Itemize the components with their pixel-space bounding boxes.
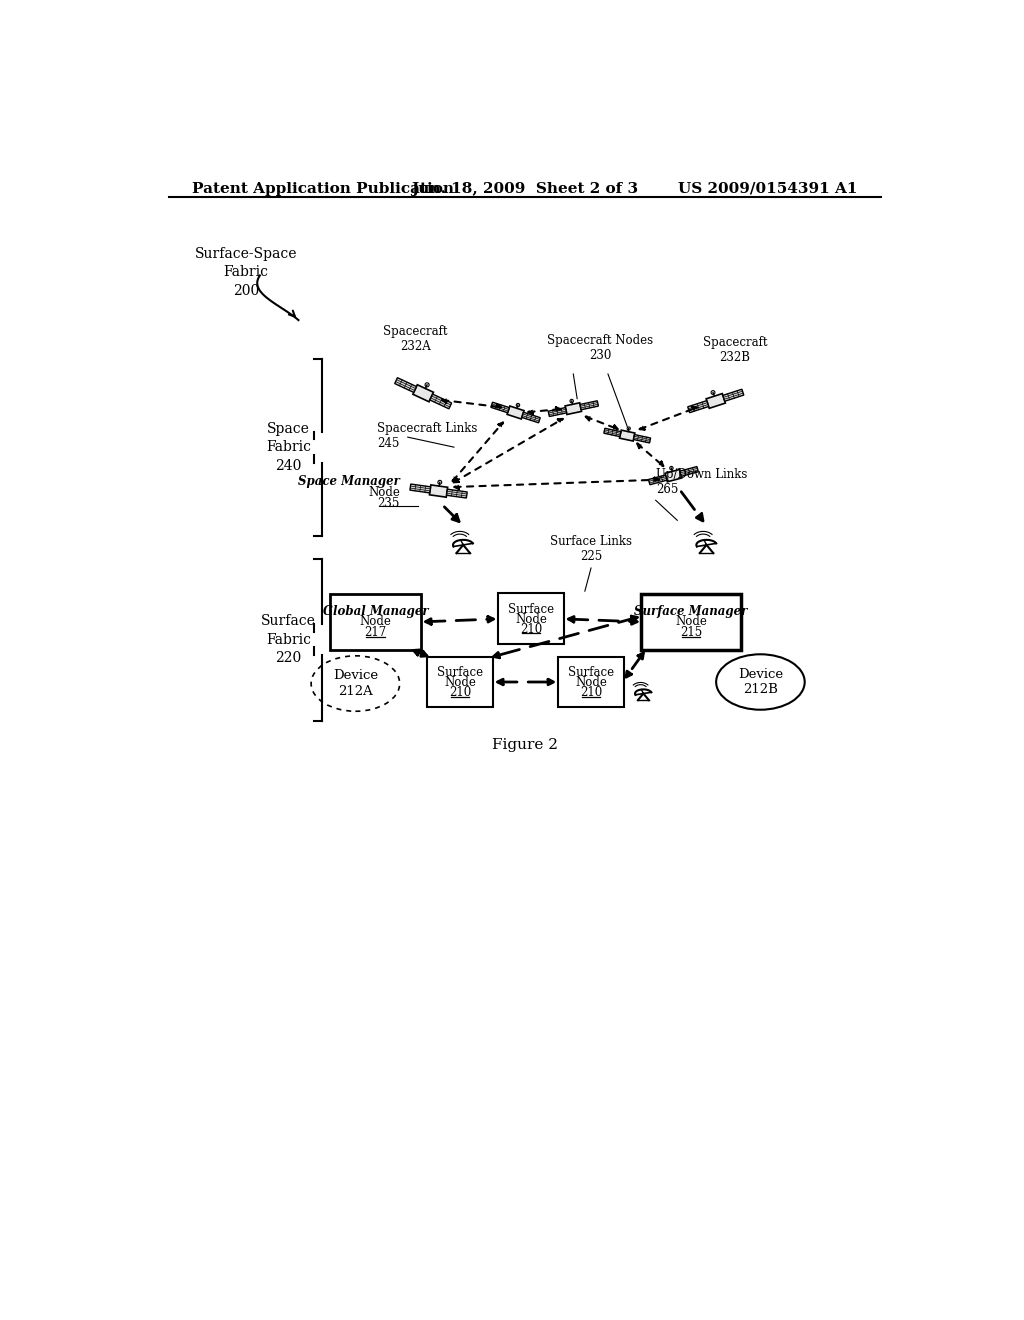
Polygon shape <box>522 412 541 422</box>
FancyBboxPatch shape <box>498 594 564 644</box>
Text: Node: Node <box>675 615 707 628</box>
Text: Node: Node <box>359 615 391 628</box>
Polygon shape <box>634 434 650 444</box>
Text: Node: Node <box>444 676 476 689</box>
Text: Spacecraft
232B: Spacecraft 232B <box>702 337 767 364</box>
Text: Spacecraft Links
245: Spacecraft Links 245 <box>377 421 477 450</box>
Text: Device: Device <box>738 668 783 681</box>
Text: 210: 210 <box>580 686 602 700</box>
Polygon shape <box>580 401 598 409</box>
Text: 235: 235 <box>378 496 400 510</box>
Text: Surface: Surface <box>437 667 483 680</box>
Polygon shape <box>680 466 698 477</box>
Text: Surface Manager: Surface Manager <box>635 605 748 618</box>
Text: Surface
Fabric
220: Surface Fabric 220 <box>261 614 315 665</box>
Text: 210: 210 <box>449 686 471 700</box>
Ellipse shape <box>311 656 399 711</box>
Text: Spacecraft
232A: Spacecraft 232A <box>383 325 447 354</box>
Polygon shape <box>604 428 621 437</box>
Polygon shape <box>707 393 725 408</box>
Text: Surface Links
225: Surface Links 225 <box>550 535 632 562</box>
Polygon shape <box>665 470 682 482</box>
Polygon shape <box>413 384 433 401</box>
Polygon shape <box>565 403 582 414</box>
Polygon shape <box>394 378 417 392</box>
Text: Figure 2: Figure 2 <box>492 738 558 752</box>
Text: 210: 210 <box>520 623 542 636</box>
Polygon shape <box>430 395 452 409</box>
Polygon shape <box>429 484 447 498</box>
Text: Surface: Surface <box>508 603 554 616</box>
Text: Node: Node <box>369 486 400 499</box>
Text: 217: 217 <box>365 626 386 639</box>
Text: Spacecraft Nodes
230: Spacecraft Nodes 230 <box>547 334 653 363</box>
Text: 212A: 212A <box>338 685 373 698</box>
Text: Space
Fabric
240: Space Fabric 240 <box>266 422 311 473</box>
FancyBboxPatch shape <box>641 594 740 649</box>
Text: Surface: Surface <box>568 667 614 680</box>
Text: Node: Node <box>515 612 547 626</box>
Polygon shape <box>648 475 667 484</box>
Polygon shape <box>620 430 635 441</box>
Polygon shape <box>548 408 566 417</box>
Polygon shape <box>446 490 467 498</box>
Text: Patent Application Publication: Patent Application Publication <box>193 182 455 195</box>
Polygon shape <box>410 484 431 492</box>
Text: Device: Device <box>333 669 378 682</box>
Text: Up/Down Links
265: Up/Down Links 265 <box>655 467 748 496</box>
Text: US 2009/0154391 A1: US 2009/0154391 A1 <box>678 182 857 195</box>
Polygon shape <box>490 403 509 413</box>
Polygon shape <box>688 401 709 413</box>
Text: Node: Node <box>575 676 607 689</box>
Polygon shape <box>507 407 524 418</box>
Text: 215: 215 <box>680 626 702 639</box>
FancyBboxPatch shape <box>330 594 421 649</box>
Text: Surface-Space
Fabric
200: Surface-Space Fabric 200 <box>195 247 297 298</box>
Text: 212B: 212B <box>743 684 778 696</box>
FancyBboxPatch shape <box>558 656 625 708</box>
Text: Global Manager: Global Manager <box>323 605 428 618</box>
FancyBboxPatch shape <box>427 656 494 708</box>
Polygon shape <box>723 389 743 401</box>
Ellipse shape <box>716 655 805 710</box>
Text: Jun. 18, 2009  Sheet 2 of 3: Jun. 18, 2009 Sheet 2 of 3 <box>412 182 638 195</box>
Text: Space Manager: Space Manager <box>298 475 400 488</box>
